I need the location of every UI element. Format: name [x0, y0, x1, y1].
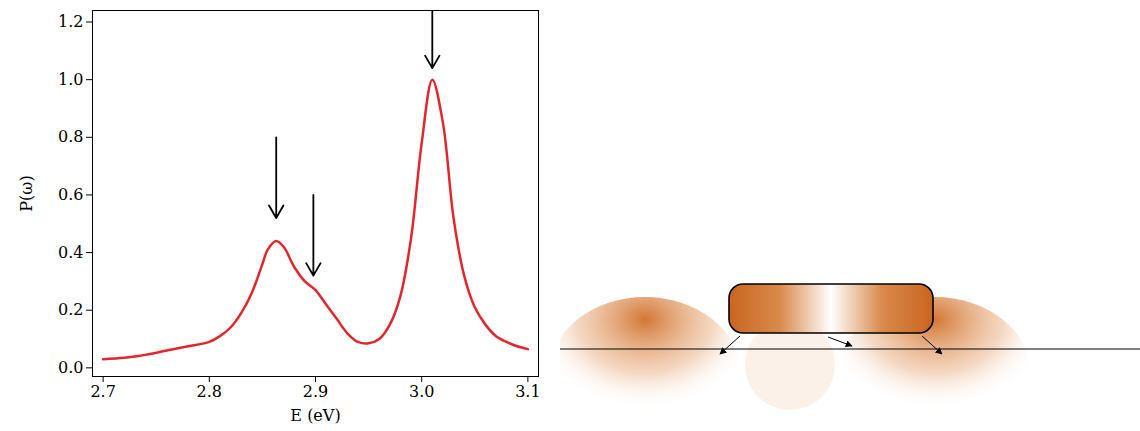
svg-text:2.9: 2.9: [303, 382, 328, 401]
svg-text:3.1: 3.1: [515, 382, 540, 401]
svg-text:2.8: 2.8: [197, 382, 222, 401]
svg-text:0.4: 0.4: [58, 243, 83, 262]
svg-text:0.8: 0.8: [58, 127, 83, 146]
svg-text:P(ω): P(ω): [17, 175, 36, 211]
svg-text:1.2: 1.2: [58, 12, 83, 31]
svg-text:0.6: 0.6: [58, 185, 83, 204]
svg-text:0.0: 0.0: [58, 358, 83, 377]
svg-text:0.2: 0.2: [58, 300, 83, 319]
svg-text:E (eV): E (eV): [290, 406, 340, 425]
svg-text:1.0: 1.0: [58, 70, 83, 89]
svg-text:2.7: 2.7: [90, 382, 115, 401]
svg-text:3.0: 3.0: [409, 382, 434, 401]
